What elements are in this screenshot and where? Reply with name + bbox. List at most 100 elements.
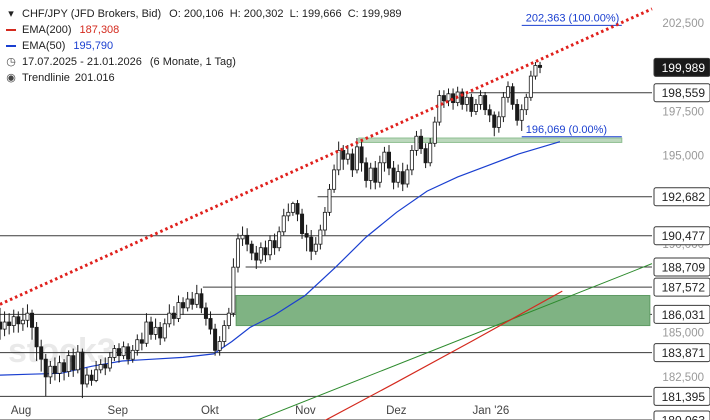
small-zone: [358, 137, 623, 143]
legend-ohlc: O: 200,106 H: 200,302 L: 199,666 C: 199,…: [169, 8, 402, 20]
y-tick-label-3: 195,000: [662, 151, 704, 163]
candle-74: [336, 149, 341, 171]
legend-symbol: CHF/JPY (JFD Brokers, Bid): [22, 8, 162, 20]
candle-51: [231, 266, 236, 314]
level-label-5: 187,572: [662, 281, 706, 295]
candle-71: [322, 211, 327, 231]
candle-107: [487, 109, 492, 116]
candle-7: [30, 312, 35, 328]
candle-24: [107, 357, 112, 369]
candle-25: [112, 348, 117, 358]
candle-114: [519, 109, 524, 121]
candle-110: [501, 96, 506, 118]
candle-96: [437, 95, 442, 123]
candle-40: [181, 302, 186, 309]
candle-79: [359, 146, 364, 164]
legend-ema200-value: 187,308: [79, 24, 120, 36]
candle-45: [203, 307, 208, 319]
candle-64: [290, 203, 295, 213]
level-label-8: 181,395: [662, 390, 706, 404]
candle-112: [510, 86, 515, 105]
legend-ema200-label: EMA(200): [22, 24, 72, 36]
level-label-2: 192,682: [662, 190, 706, 204]
legend-ema200-row[interactable]: EMA(200) 187,308: [6, 22, 402, 38]
candle-36: [162, 323, 167, 339]
candle-14: [62, 362, 67, 372]
watermark-logo: stock3: [8, 332, 116, 370]
candle-85: [387, 151, 392, 169]
candle-82: [373, 167, 378, 183]
candle-52: [235, 238, 240, 268]
legend-ema50-value: 195,790: [73, 40, 114, 52]
x-tick-label-0: Aug: [11, 405, 31, 417]
candle-61: [277, 231, 282, 249]
candle-103: [469, 96, 474, 112]
candle-46: [208, 318, 213, 330]
candle-84: [382, 151, 387, 164]
candle-76: [345, 153, 350, 160]
candle-32: [144, 321, 149, 344]
level-box-5: [653, 277, 710, 297]
candle-60: [272, 240, 277, 249]
level-label-9: 180,063: [662, 414, 706, 420]
clock-icon: ◷: [6, 56, 16, 68]
x-tick-label-2: Okt: [201, 405, 220, 417]
candle-72: [327, 188, 332, 213]
candle-62: [281, 215, 286, 233]
candle-33: [149, 321, 154, 335]
candle-90: [409, 149, 414, 171]
candle-113: [515, 103, 520, 121]
ema200-line: [324, 290, 563, 420]
candle-3: [11, 316, 16, 326]
legend-period: (6 Monate, 1 Tag): [149, 56, 236, 68]
candles-group: [0, 61, 543, 399]
candle-37: [167, 312, 172, 325]
level-box-0: [653, 57, 710, 77]
level-box-7: [653, 343, 710, 363]
level-box-2: [653, 187, 710, 207]
candle-30: [135, 339, 140, 351]
candle-4: [16, 316, 21, 325]
candle-18: [80, 351, 85, 385]
candle-39: [176, 302, 181, 319]
candle-11: [48, 365, 53, 378]
candle-105: [478, 95, 483, 105]
candle-94: [428, 142, 433, 164]
candle-67: [304, 233, 309, 238]
level-box-6: [653, 304, 710, 324]
level-label-1: 198,559: [662, 86, 706, 100]
legend-trendline-label: Trendlinie: [22, 72, 70, 84]
collapse-arrow-icon[interactable]: ▾: [8, 8, 14, 20]
candle-23: [103, 364, 108, 369]
candle-116: [528, 75, 533, 98]
candle-78: [354, 146, 359, 171]
legend-trendline-row[interactable]: ◉ Trendlinie 201.016: [6, 70, 402, 86]
y-tick-label-0: 202,500: [662, 18, 704, 30]
candle-83: [377, 162, 382, 183]
level-label-6: 186,031: [662, 308, 706, 322]
candle-9: [39, 346, 44, 360]
candle-87: [396, 171, 401, 183]
candle-95: [432, 121, 437, 144]
candle-55: [249, 243, 254, 254]
candle-115: [524, 96, 529, 111]
trendline-green: [256, 263, 653, 420]
level-box-1: [653, 83, 710, 103]
legend-ema50-row[interactable]: EMA(50) 195,790: [6, 38, 402, 54]
candle-16: [71, 355, 76, 371]
x-tick-label-1: Sep: [108, 405, 128, 417]
candle-53: [240, 234, 245, 240]
candle-77: [350, 153, 355, 171]
candle-86: [391, 167, 396, 183]
candle-50: [226, 312, 231, 326]
level-box-9: [653, 410, 710, 420]
candle-2: [7, 321, 12, 326]
candle-75: [341, 149, 346, 160]
x-tick-label-5: Jan '26: [473, 405, 510, 417]
candle-118: [538, 64, 543, 68]
x-tick-label-4: Dez: [386, 405, 407, 417]
candle-6: [25, 312, 30, 321]
candle-57: [258, 247, 263, 261]
legend-date-range: 17.07.2025 - 21.01.2026: [22, 56, 142, 68]
